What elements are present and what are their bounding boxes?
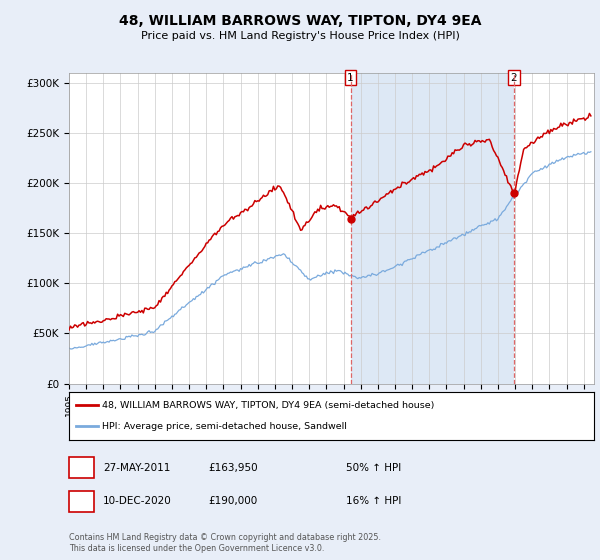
Text: £190,000: £190,000 xyxy=(208,496,257,506)
Text: 1: 1 xyxy=(78,463,85,473)
Text: 27-MAY-2011: 27-MAY-2011 xyxy=(103,463,170,473)
Text: 1: 1 xyxy=(347,73,354,83)
Bar xyxy=(350,73,514,384)
Text: £163,950: £163,950 xyxy=(208,463,258,473)
Text: 48, WILLIAM BARROWS WAY, TIPTON, DY4 9EA: 48, WILLIAM BARROWS WAY, TIPTON, DY4 9EA xyxy=(119,14,481,28)
Text: 10-DEC-2020: 10-DEC-2020 xyxy=(103,496,172,506)
Text: 48, WILLIAM BARROWS WAY, TIPTON, DY4 9EA (semi-detached house): 48, WILLIAM BARROWS WAY, TIPTON, DY4 9EA… xyxy=(102,401,434,410)
Text: Price paid vs. HM Land Registry's House Price Index (HPI): Price paid vs. HM Land Registry's House … xyxy=(140,31,460,41)
Text: 2: 2 xyxy=(511,73,517,83)
Text: 50% ↑ HPI: 50% ↑ HPI xyxy=(346,463,401,473)
Text: Contains HM Land Registry data © Crown copyright and database right 2025.
This d: Contains HM Land Registry data © Crown c… xyxy=(69,533,381,553)
Text: 16% ↑ HPI: 16% ↑ HPI xyxy=(346,496,401,506)
Text: 2: 2 xyxy=(78,496,85,506)
Text: HPI: Average price, semi-detached house, Sandwell: HPI: Average price, semi-detached house,… xyxy=(102,422,347,431)
